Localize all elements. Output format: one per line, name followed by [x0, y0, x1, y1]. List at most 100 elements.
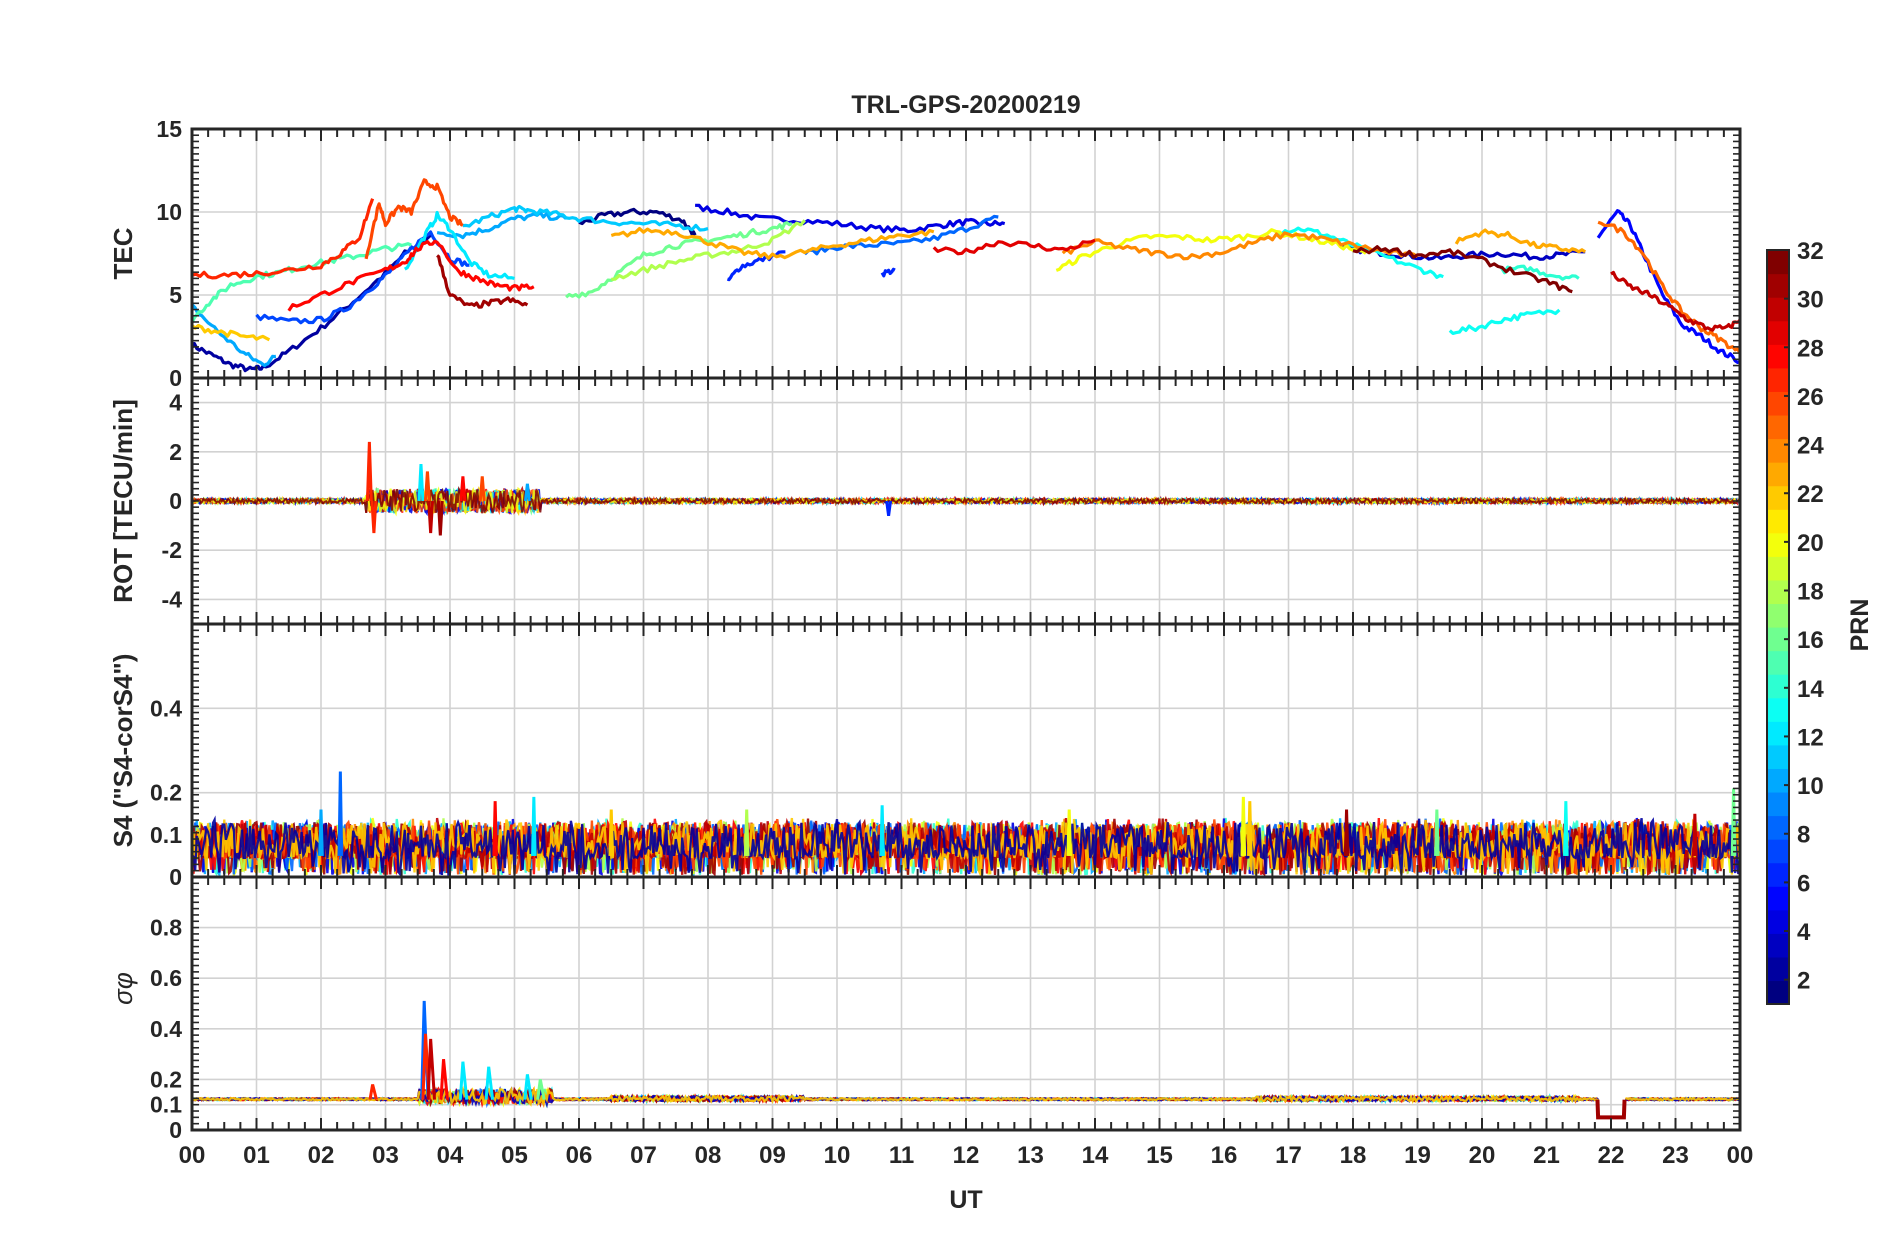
colorbar-label: PRN — [1846, 599, 1874, 652]
x-tick-label: 02 — [308, 1142, 335, 1169]
colorbar-segment — [1767, 603, 1789, 628]
s4-spike — [1066, 809, 1072, 856]
y-tick-label: 0.4 — [150, 1016, 182, 1042]
x-tick-label: 12 — [953, 1142, 980, 1169]
sigma-spike — [458, 1061, 469, 1100]
x-tick-label: 04 — [437, 1142, 464, 1169]
colorbar-tick-label: 28 — [1797, 335, 1824, 362]
colorbar-segment — [1767, 414, 1789, 440]
tec-series-prn-29 — [932, 238, 1096, 256]
colorbar-segment — [1767, 768, 1789, 793]
tec-series-prn-14 — [1499, 264, 1580, 281]
colorbar-segment — [1767, 297, 1789, 322]
s4-spike — [531, 796, 537, 856]
tec-series-prn-10 — [436, 211, 568, 240]
x-tick-label: 09 — [759, 1142, 786, 1169]
x-tick-label: 23 — [1662, 1142, 1689, 1169]
s4-spike — [318, 809, 324, 856]
rot-spike — [459, 476, 467, 502]
y-tick-label: 15 — [156, 116, 182, 142]
colorbar-segment — [1767, 886, 1789, 911]
tec-series-prn-4 — [695, 203, 1006, 234]
x-tick-label: 06 — [566, 1142, 593, 1169]
y-tick-label: 0.4 — [150, 695, 182, 721]
panel-data — [192, 1000, 1740, 1120]
colorbar-segment — [1767, 320, 1789, 345]
colorbar-tick-label: 8 — [1797, 822, 1810, 849]
tec-series-prn-13 — [1448, 308, 1561, 335]
y-tick-label: 4 — [169, 390, 182, 416]
y-tick-label: 5 — [169, 282, 182, 308]
x-tick-label: 21 — [1533, 1142, 1560, 1169]
colorbar-segment — [1767, 909, 1789, 934]
tec-series-prn-23 — [610, 226, 935, 260]
colorbar-segment — [1767, 956, 1789, 982]
tec-series-prn-27 — [192, 198, 375, 280]
chart-title: TRL-GPS-20200219 — [851, 91, 1080, 119]
s4-spike — [337, 771, 344, 856]
s4-spike — [1692, 813, 1698, 856]
colorbar-tick-label: 6 — [1797, 870, 1810, 897]
colorbar-segment — [1767, 721, 1789, 746]
colorbar-segment — [1767, 532, 1789, 557]
y-tick-label: 0.8 — [150, 915, 182, 941]
colorbar-segment — [1767, 438, 1789, 463]
sigma-spike — [523, 1074, 533, 1100]
x-tick-label: 18 — [1340, 1142, 1367, 1169]
rot-spike — [365, 441, 373, 502]
panel-sigma_phi: 00.10.2 0.4 0.6 0.8 σφ — [108, 875, 1742, 1143]
colorbar-tick-label: 16 — [1797, 627, 1824, 654]
colorbar-segment — [1767, 250, 1789, 275]
panel-data — [192, 178, 1740, 373]
sigma-spike — [439, 1059, 449, 1100]
colorbar-segment — [1767, 791, 1789, 817]
colorbar-tick-label: 12 — [1797, 724, 1824, 751]
x-tick-label: 22 — [1598, 1142, 1625, 1169]
x-tick-label: 10 — [824, 1142, 851, 1169]
y-tick-label: -2 — [162, 537, 182, 563]
tec-series-prn-10 — [192, 303, 277, 368]
x-tick-label: 11 — [889, 1142, 914, 1169]
colorbar-segment — [1767, 391, 1789, 416]
tec-series-prn-22 — [192, 323, 271, 342]
tec-series-prn-8 — [803, 214, 999, 256]
y-tick-label: 0.1 — [150, 822, 182, 848]
rot-spike — [370, 500, 378, 534]
panel-tec: 0 5 10 15 TEC — [108, 116, 1742, 391]
y-axis-label: σφ — [108, 972, 138, 1005]
tec-series-prn-31 — [436, 254, 529, 309]
s4-spike — [1240, 796, 1247, 856]
colorbar-segment — [1767, 273, 1789, 298]
s4-spike — [1247, 801, 1253, 856]
colorbar-tick-label: 14 — [1797, 676, 1824, 703]
s4-spike — [1434, 809, 1440, 856]
x-tick-label: 19 — [1404, 1142, 1431, 1169]
colorbar-segment — [1767, 556, 1789, 581]
panel-s4: 0 0.1 0.2 0.4 S4 ("S4-corS4") — [108, 622, 1742, 890]
rot-spike — [523, 483, 531, 502]
tec-series-prn-5 — [1596, 209, 1740, 364]
tec-series-prn-1 — [578, 207, 697, 236]
colorbar-tick-label: 4 — [1797, 919, 1811, 946]
rot-spike — [885, 500, 893, 516]
y-tick-label: 2 — [169, 439, 182, 465]
tec-series-prn-25 — [1597, 220, 1740, 354]
colorbar-segment — [1767, 485, 1789, 510]
y-axis-label: ROT [TECU/min] — [108, 399, 138, 603]
tec-series-prn-32 — [1352, 245, 1573, 294]
y-tick-label: 0.2 — [150, 780, 182, 806]
rot-spike — [423, 471, 431, 502]
s4-spike — [492, 801, 498, 856]
colorbar-frame — [1766, 249, 1790, 1005]
tec-series-prn-30 — [1610, 270, 1740, 332]
panel-data — [192, 441, 1740, 536]
colorbar-segment — [1767, 980, 1789, 1005]
x-tick-label: 07 — [630, 1142, 657, 1169]
x-tick-label: 03 — [372, 1142, 399, 1169]
sigma-spike — [484, 1066, 495, 1100]
y-tick-label: -4 — [162, 586, 183, 612]
tec-series-prn-16 — [565, 221, 793, 299]
colorbar-tick-label: 18 — [1797, 579, 1824, 606]
